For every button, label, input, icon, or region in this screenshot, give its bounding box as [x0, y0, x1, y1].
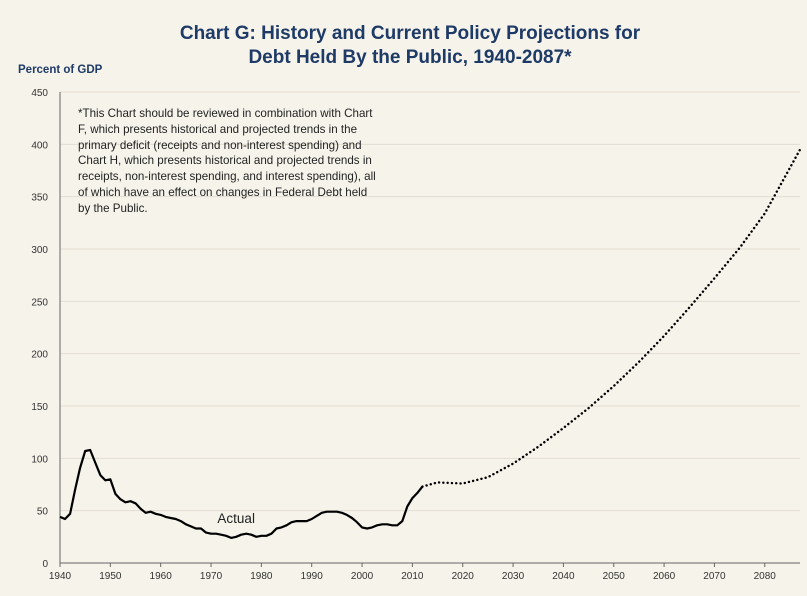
x-tick-label-1960: 1960 [150, 571, 173, 582]
x-tick-label-1940: 1940 [49, 571, 72, 582]
series-line-actual [59, 448, 424, 539]
y-tick-label-100: 100 [31, 454, 48, 465]
x-tick-label-2040: 2040 [552, 571, 575, 582]
x-tick-label-2070: 2070 [703, 571, 726, 582]
x-tick-label-1970: 1970 [200, 571, 223, 582]
x-tick-label-2080: 2080 [754, 571, 777, 582]
y-tick-label-150: 150 [31, 402, 48, 413]
series-line-projected [421, 148, 802, 488]
y-axis-unit-label: Percent of GDP [18, 64, 103, 76]
chart-footnote: *This Chart should be reviewed in combin… [78, 107, 376, 215]
x-tick-label-2000: 2000 [351, 571, 374, 582]
annotation-actual: Actual [217, 511, 255, 526]
x-tick-label-1990: 1990 [301, 571, 324, 582]
y-tick-label-450: 450 [31, 88, 48, 99]
x-tick-label-2010: 2010 [401, 571, 424, 582]
x-tick-label-2050: 2050 [603, 571, 626, 582]
x-tick-label-2060: 2060 [653, 571, 676, 582]
x-tick-label-2030: 2030 [502, 571, 525, 582]
chart-title-line-1: Chart G: History and Current Policy Proj… [179, 23, 641, 44]
y-tick-label-250: 250 [31, 297, 48, 308]
y-tick-label-350: 350 [31, 193, 48, 204]
y-tick-label-300: 300 [31, 245, 48, 256]
y-tick-label-0: 0 [42, 559, 48, 570]
y-tick-label-400: 400 [31, 140, 48, 151]
x-tick-label-1950: 1950 [99, 571, 122, 582]
y-tick-label-200: 200 [31, 350, 48, 361]
y-tick-label-50: 50 [37, 507, 49, 518]
chart-title-line-2: Debt Held By the Public, 1940-2087* [248, 47, 572, 68]
x-tick-label-1980: 1980 [250, 571, 273, 582]
x-tick-label-2020: 2020 [452, 571, 475, 582]
